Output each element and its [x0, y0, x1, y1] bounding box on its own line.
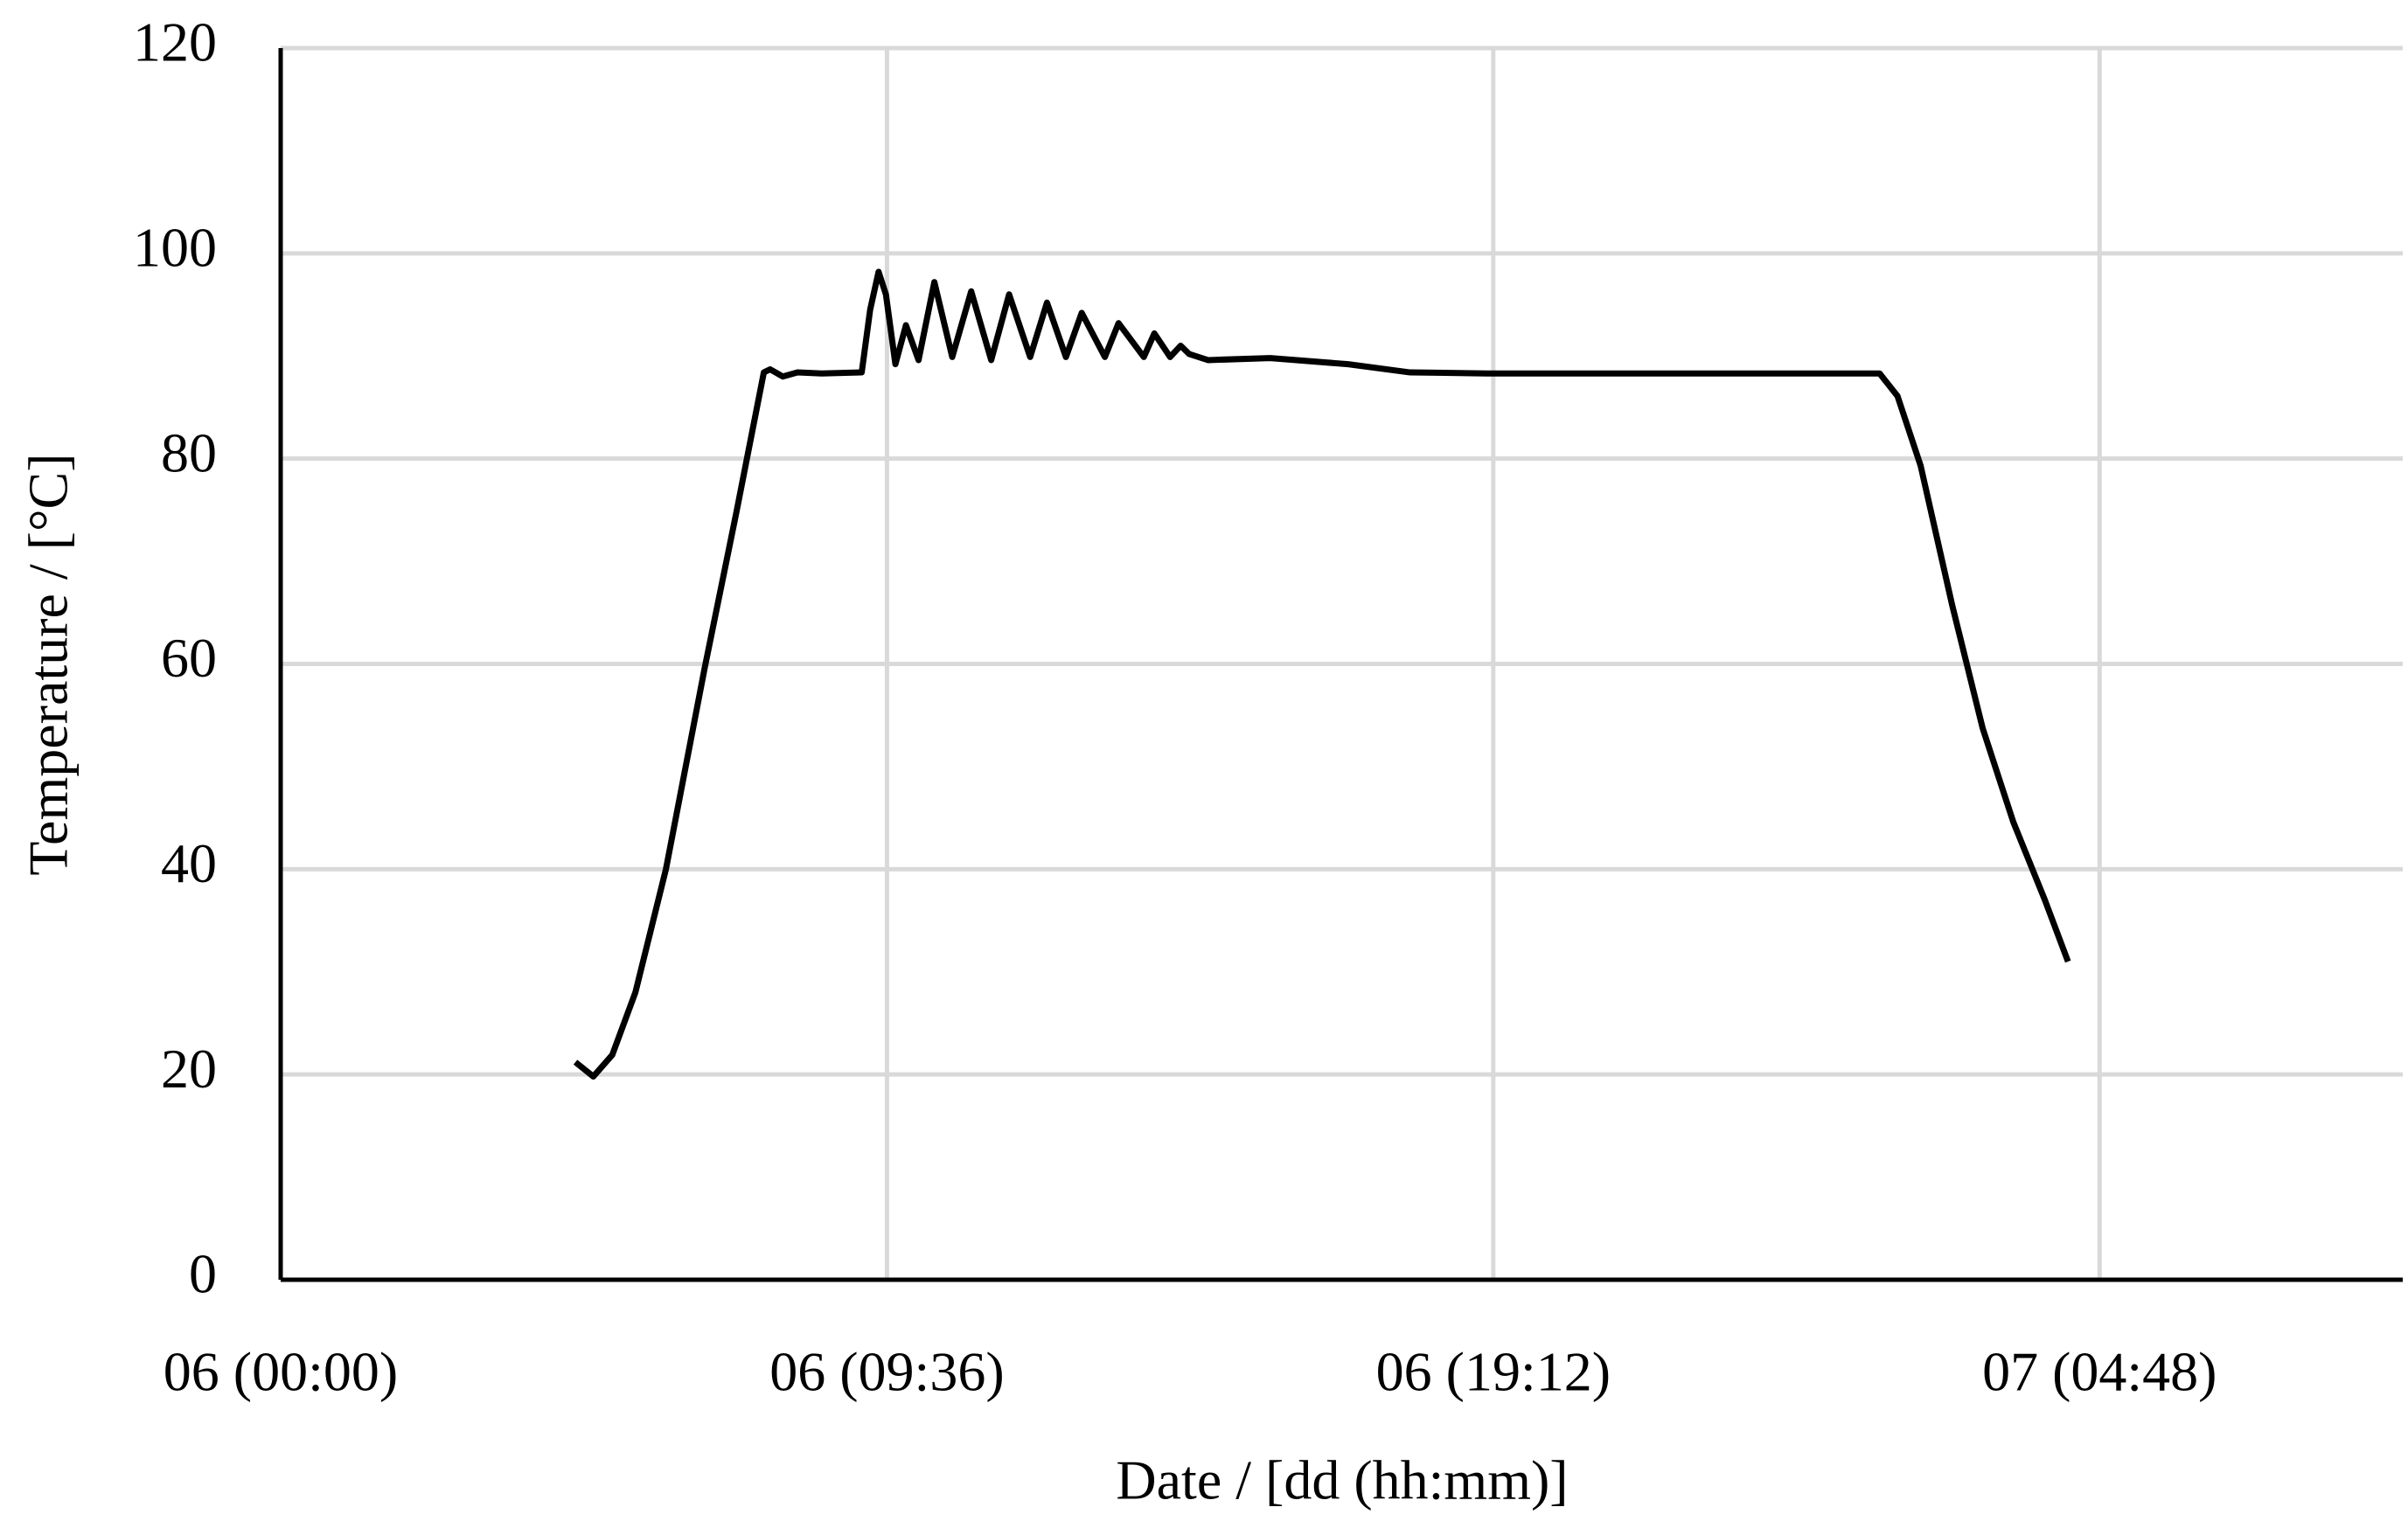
x-tick-label: 06 (19:12) [1376, 1341, 1611, 1403]
x-axis-title: Date / [dd (hh:mm)] [1116, 1449, 1568, 1511]
y-tick-label: 60 [161, 627, 217, 689]
data-line [573, 268, 2071, 1080]
x-tick-label: 07 (04:48) [1982, 1341, 2217, 1403]
y-tick-label: 80 [161, 421, 217, 483]
x-tick-label: 06 (00:00) [164, 1341, 398, 1403]
y-tick-label: 120 [133, 11, 217, 73]
y-tick-label: 40 [161, 832, 217, 894]
x-tick-label: 06 (09:36) [769, 1341, 1004, 1403]
y-tick-label: 100 [133, 217, 217, 279]
y-axis-title: Temperature / [°C] [17, 453, 80, 875]
y-tick-label: 20 [161, 1038, 217, 1100]
y-tick-label: 0 [189, 1243, 217, 1305]
